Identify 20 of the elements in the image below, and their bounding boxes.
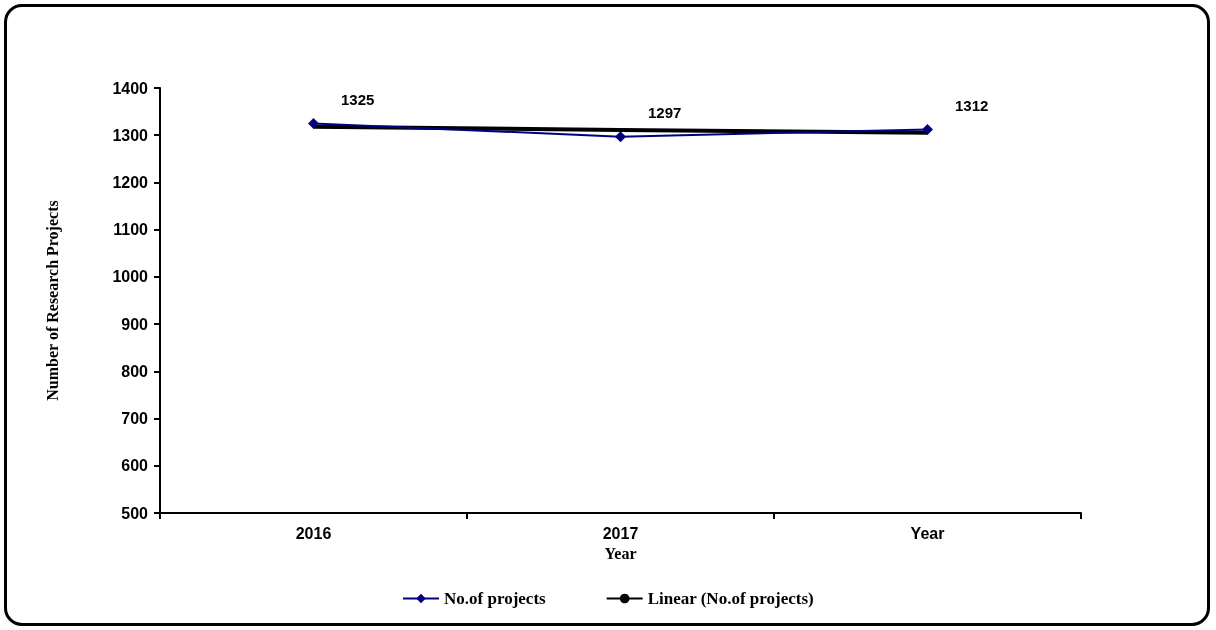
x-tick-label: Year [910, 524, 945, 542]
y-tick-label: 500 [121, 504, 149, 522]
y-tick-label: 800 [121, 362, 149, 380]
legend-label: Linear (No.of projects) [647, 589, 814, 608]
data-label: 1297 [648, 104, 682, 122]
y-tick-label: 700 [121, 410, 149, 428]
y-tick-label: 1400 [112, 79, 149, 97]
y-tick-label: 1300 [112, 126, 149, 144]
x-tick-label: 2017 [602, 524, 639, 542]
data-label: 1325 [341, 90, 375, 108]
y-tick-label: 900 [121, 315, 149, 333]
y-tick-label: 1100 [113, 221, 149, 239]
y-axis-title: Number of Research Projects [43, 200, 62, 401]
x-tick-label: 2016 [295, 524, 332, 542]
legend-label: No.of projects [444, 589, 547, 608]
data-label: 1312 [955, 97, 989, 115]
y-tick-label: 600 [121, 457, 149, 475]
y-tick-label: 1200 [112, 173, 149, 191]
y-tick-label: 1000 [112, 268, 149, 286]
x-axis-title: Year [604, 545, 637, 563]
